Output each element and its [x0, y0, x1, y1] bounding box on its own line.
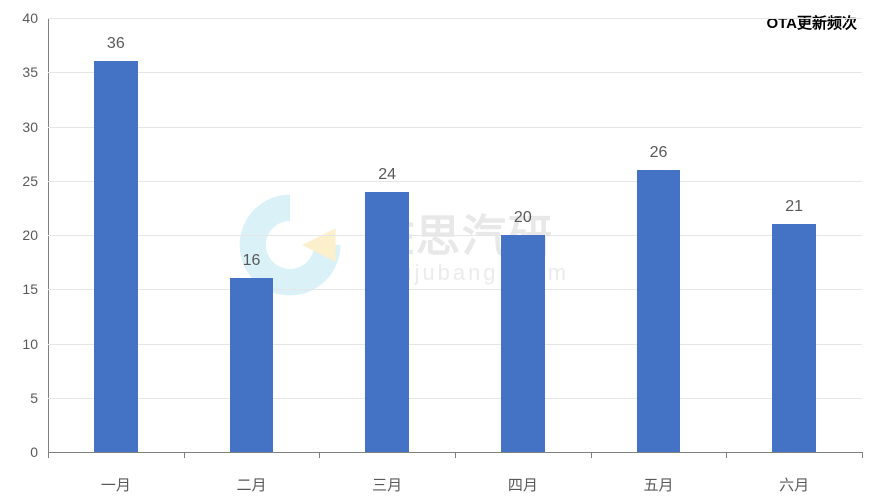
y-tick-label: 35 — [0, 64, 38, 80]
x-tick-mark — [184, 452, 185, 458]
y-tick-label: 5 — [0, 390, 38, 406]
x-tick-mark — [591, 452, 592, 458]
ota-frequency-chart: OTA更新频次 佐思汽研 shujubangcom 05101520253035… — [0, 0, 879, 500]
grid-line — [48, 398, 862, 399]
grid-line — [48, 235, 862, 236]
grid-line — [48, 18, 862, 19]
x-tick-label: 四月 — [508, 474, 538, 495]
grid-line — [48, 127, 862, 128]
y-tick-label: 20 — [0, 227, 38, 243]
y-tick-label: 10 — [0, 336, 38, 352]
bar — [501, 235, 544, 452]
x-tick-mark — [726, 452, 727, 458]
bar — [637, 170, 680, 452]
bar — [772, 224, 815, 452]
bar — [94, 61, 137, 452]
x-tick-mark — [48, 452, 49, 458]
x-tick-mark — [319, 452, 320, 458]
grid-line — [48, 344, 862, 345]
x-tick-label: 六月 — [779, 474, 809, 495]
grid-line — [48, 181, 862, 182]
bar-value-label: 26 — [650, 144, 668, 162]
x-tick-mark — [455, 452, 456, 458]
y-tick-label: 15 — [0, 281, 38, 297]
x-tick-label: 五月 — [643, 474, 673, 495]
bar-value-label: 20 — [514, 209, 532, 227]
y-tick-label: 0 — [0, 444, 38, 460]
x-tick-mark — [862, 452, 863, 458]
x-tick-label: 三月 — [372, 474, 402, 495]
bar — [365, 192, 408, 452]
bar-value-label: 21 — [785, 198, 803, 216]
legend-label: OTA更新频次 — [766, 12, 857, 33]
x-tick-label: 一月 — [101, 474, 131, 495]
bar — [230, 278, 273, 452]
bar-value-label: 36 — [107, 35, 125, 53]
bar-value-label: 24 — [378, 166, 396, 184]
bar-value-label: 16 — [243, 252, 261, 270]
y-tick-label: 25 — [0, 173, 38, 189]
grid-line — [48, 72, 862, 73]
y-tick-label: 40 — [0, 10, 38, 26]
x-tick-label: 二月 — [236, 474, 266, 495]
grid-line — [48, 289, 862, 290]
y-tick-label: 30 — [0, 119, 38, 135]
